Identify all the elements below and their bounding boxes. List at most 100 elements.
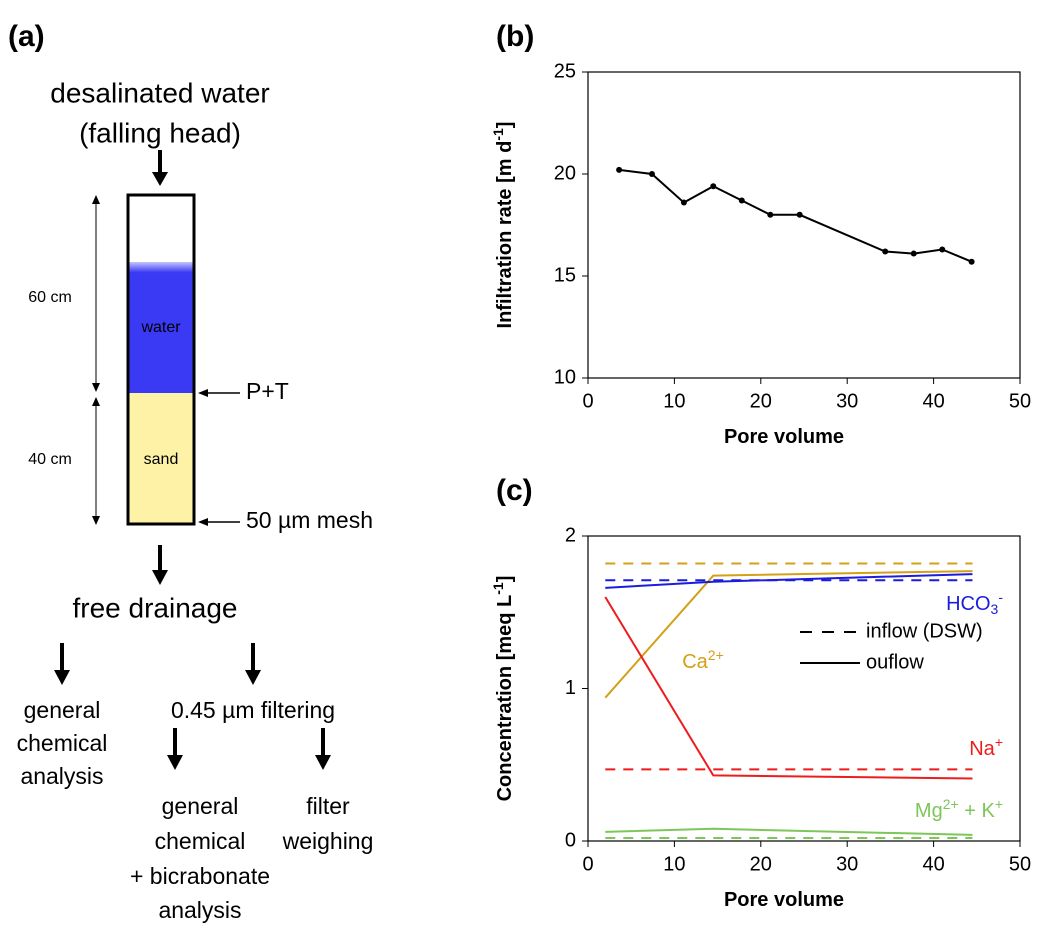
arrow-head [54,670,70,685]
diagram: desalinated water (falling head) water s… [17,77,374,923]
legend-label: inflow (DSW) [866,620,983,642]
series-label: Na+ [969,734,1003,761]
series-label-part: Ca [682,651,708,673]
arrow-head [152,570,168,585]
panel-label: (c) [496,474,533,507]
arrow-head [167,755,183,770]
series-label-part: 2+ [943,796,959,812]
column [126,193,196,526]
step-label: weighing [282,828,374,854]
water-layer [128,262,194,393]
step-label: general [24,697,101,723]
panel-label: (a) [8,20,45,53]
y-tick-label: 25 [554,60,576,82]
x-axis-title-part: Pore volume [724,889,844,911]
series-label: HCO3- [946,589,1003,617]
panel-label: (b) [496,20,534,53]
step-label: filter [306,793,350,819]
data-point [710,183,717,190]
arrow-head [245,670,261,685]
layer-label: water [140,319,181,336]
y-axis-title-part: ] [494,576,516,583]
series-label: Mg2+ + K+ [915,796,1003,823]
x-tick-label: 40 [922,390,944,412]
series-label-part: + [995,734,1003,750]
x-tick-label: 50 [1009,390,1031,412]
arrow-head [92,195,100,204]
data-line [618,168,973,263]
data-point [796,211,803,218]
y-axis-title-part: Concentration [meq L [494,595,516,802]
layer-label: sand [144,451,179,468]
series-label-part: 2+ [708,647,724,663]
series-label-part: Mg [915,800,943,822]
arrow-head [198,518,208,526]
y-tick-label: 10 [554,366,576,388]
x-tick-label: 40 [922,853,944,875]
x-axis-title: Pore volume [724,889,844,911]
x-tick-label: 20 [750,853,772,875]
y-axis-title-part: -1 [490,582,506,595]
data-point [882,248,889,255]
data-line [605,827,973,836]
step-label: general [162,793,239,819]
arrow-head [92,383,100,392]
data-point [939,246,946,253]
data-point [648,171,655,177]
series-label-part: 3 [991,601,999,617]
step-label: analysis [20,763,103,789]
arrow-head [92,516,100,525]
y-tick-label: 1 [565,677,576,699]
y-axis-title: Infiltration rate [m d-1] [490,122,517,329]
data-point [738,197,745,204]
step-label: chemical [17,730,108,756]
sensor-label: P+T [246,378,289,404]
x-tick-label: 10 [663,853,685,875]
x-axis-title: Pore volume [724,426,844,448]
y-tick-label: 20 [554,162,576,184]
data-point [968,258,975,265]
x-axis-title-part: Pore volume [724,426,844,448]
plot-frame [587,71,1021,379]
data-point [616,166,623,173]
y-axis-title-part: -1 [490,128,506,141]
series-label-part: + K [959,800,996,822]
data-line [605,573,973,589]
y-tick-label: 15 [554,264,576,286]
x-tick-label: 10 [663,390,685,412]
step-label: analysis [158,897,241,923]
y-tick-label: 0 [565,829,576,851]
y-axis-title-part: ] [494,122,516,129]
series-label: Ca2+ [682,647,724,674]
x-tick-label: 0 [582,390,593,412]
series-label-part: - [998,589,1003,605]
series-label-part: + [995,796,1003,812]
arrow-head [152,172,168,186]
height-label: 60 cm [28,289,72,306]
y-tick-label: 2 [565,524,576,546]
data-point [910,250,917,257]
data-line [604,596,973,780]
data-point [680,199,687,206]
outlet-label: free drainage [72,592,237,623]
x-tick-label: 0 [582,853,593,875]
arrow-head [198,389,208,397]
height-label: 40 cm [28,451,72,468]
step-label: 0.45 µm filtering [171,697,335,723]
sensor-label: 50 µm mesh [246,507,373,533]
x-tick-label: 20 [750,390,772,412]
series-label-part: HCO [946,593,990,615]
sand-layer [128,393,194,524]
source-label: desalinated water [50,77,269,108]
source-label: (falling head) [79,117,241,148]
step-label: chemical [155,828,246,854]
series-label-part: Na [969,738,995,760]
legend-label: ouflow [866,651,924,673]
step-label: + bicrabonate [130,863,270,889]
x-tick-label: 30 [836,853,858,875]
data-point [767,211,774,218]
y-axis-title-part: Infiltration rate [m d [494,141,516,329]
x-tick-label: 30 [836,390,858,412]
arrow-head [315,755,331,770]
